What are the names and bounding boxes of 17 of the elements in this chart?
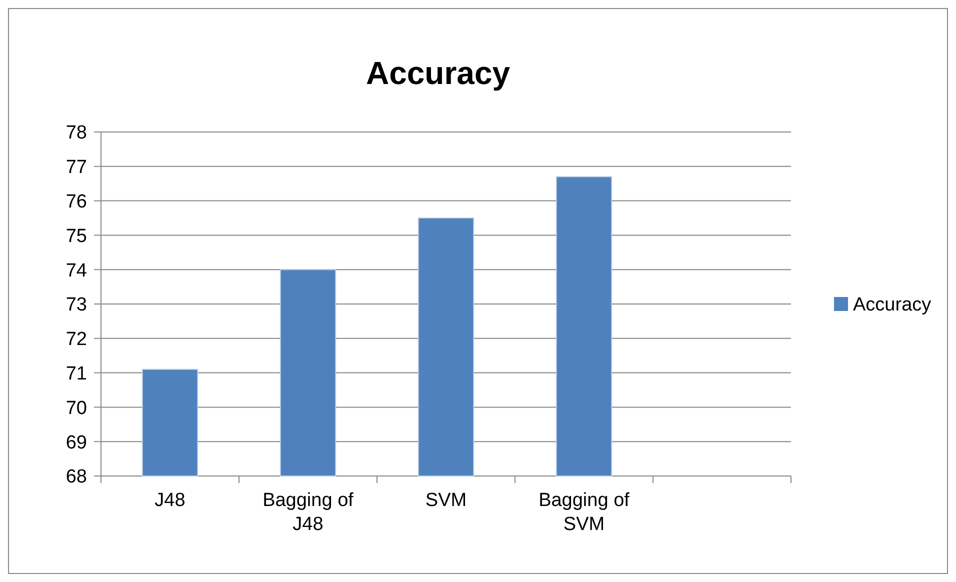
y-tick-label: 68	[66, 466, 87, 488]
x-tick-label: SVM	[425, 490, 467, 511]
x-tick-label: J48	[154, 490, 186, 511]
y-tick-label: 71	[66, 363, 87, 384]
y-tick-label: 72	[66, 329, 87, 350]
y-tick-label: 76	[66, 191, 87, 212]
y-tick-label: 70	[66, 398, 87, 419]
legend-label: Accuracy	[853, 294, 932, 316]
x-tick-label: Bagging of SVM	[538, 490, 630, 535]
y-tick-label: 75	[66, 226, 87, 247]
y-tick-label: 74	[66, 260, 88, 282]
y-tick-label: 77	[66, 157, 87, 178]
x-tick-label: Bagging of J48	[262, 490, 354, 535]
y-tick-label: 69	[66, 432, 87, 454]
y-tick-label: 78	[66, 122, 87, 144]
chart-title: Accuracy	[366, 55, 510, 91]
y-tick-label: 73	[66, 294, 87, 316]
